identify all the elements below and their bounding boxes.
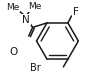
- Text: F: F: [73, 7, 78, 17]
- Text: N: N: [22, 15, 30, 25]
- Text: Br: Br: [30, 63, 41, 73]
- Text: Me: Me: [28, 2, 41, 11]
- Text: Me: Me: [6, 3, 19, 12]
- Text: O: O: [10, 47, 18, 57]
